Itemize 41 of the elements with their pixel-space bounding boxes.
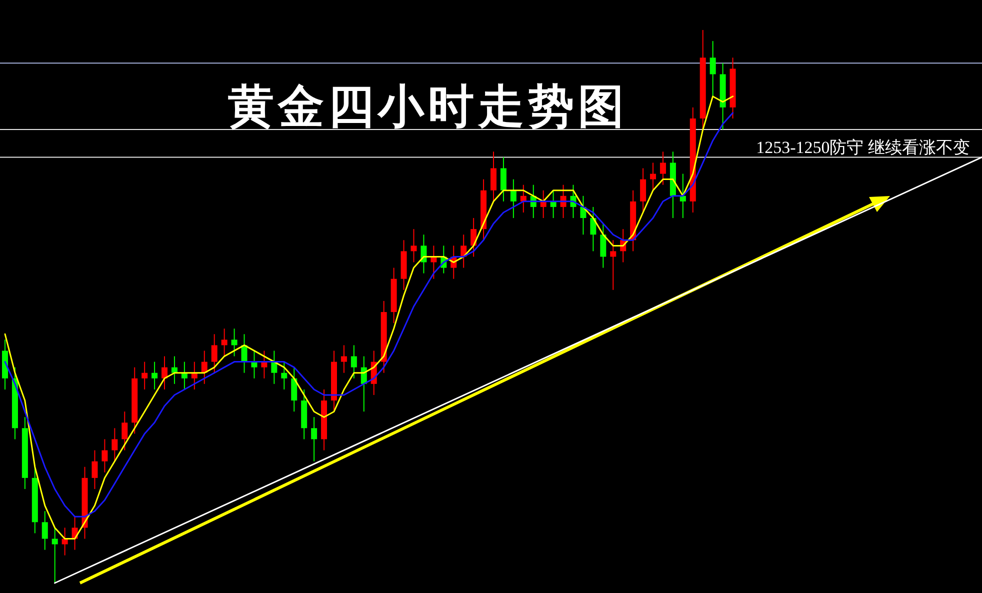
candlestick <box>112 428 118 462</box>
candlestick <box>340 344 347 374</box>
candlestick <box>350 344 357 379</box>
candlestick <box>510 178 516 219</box>
candlestick <box>430 245 437 280</box>
candlestick <box>122 411 128 451</box>
candlestick <box>271 350 278 384</box>
candlestick <box>52 527 58 584</box>
candlestick <box>42 510 48 550</box>
candlestick <box>500 156 506 202</box>
candlestick <box>162 356 168 390</box>
candlestick <box>590 206 596 252</box>
candlestick <box>92 450 98 490</box>
candlestick <box>142 361 148 390</box>
candlestick <box>102 438 108 473</box>
candlestick <box>311 416 318 462</box>
candlestick <box>261 350 268 379</box>
candlestick <box>221 328 228 357</box>
candlestick <box>550 190 556 219</box>
candlestick <box>410 228 417 263</box>
ref-line-label: 1253-1250防守 继续看涨不变 <box>756 138 970 158</box>
candlestick <box>490 151 496 202</box>
candlestick <box>291 366 298 412</box>
candlestick <box>600 223 606 268</box>
candlestick <box>191 361 198 390</box>
text: 黄金四小时走势图 <box>228 81 628 132</box>
candlestick <box>540 190 546 219</box>
candlestick <box>231 328 238 357</box>
candlestick <box>181 361 188 390</box>
candlestick <box>650 162 656 191</box>
candlestick <box>610 240 616 290</box>
candlestick <box>640 168 646 213</box>
candlestick <box>211 334 218 374</box>
candlestick <box>660 151 666 186</box>
candlestick <box>62 527 68 556</box>
candlestick <box>152 361 158 390</box>
candlestick <box>281 361 288 390</box>
candlestick <box>710 40 716 97</box>
candlestick <box>680 173 686 219</box>
candlestick <box>420 234 427 274</box>
candlestick <box>251 350 258 379</box>
